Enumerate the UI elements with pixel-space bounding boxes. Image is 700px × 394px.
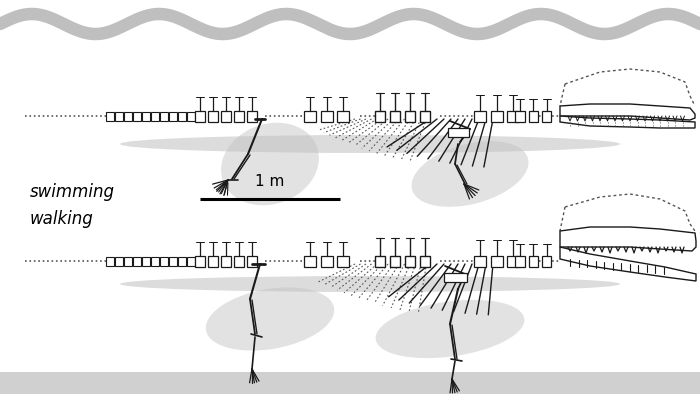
Polygon shape <box>560 104 695 120</box>
Ellipse shape <box>120 135 620 153</box>
FancyBboxPatch shape <box>515 110 525 121</box>
FancyBboxPatch shape <box>106 256 113 266</box>
FancyBboxPatch shape <box>178 256 186 266</box>
FancyBboxPatch shape <box>491 255 503 266</box>
FancyBboxPatch shape <box>195 110 204 121</box>
FancyBboxPatch shape <box>221 110 231 121</box>
FancyBboxPatch shape <box>528 110 538 121</box>
Text: walking: walking <box>30 210 94 228</box>
FancyBboxPatch shape <box>374 255 386 266</box>
FancyBboxPatch shape <box>515 255 525 266</box>
FancyBboxPatch shape <box>447 128 468 136</box>
FancyBboxPatch shape <box>106 112 113 121</box>
Ellipse shape <box>206 287 334 351</box>
FancyBboxPatch shape <box>125 256 132 266</box>
FancyBboxPatch shape <box>195 255 204 266</box>
FancyBboxPatch shape <box>337 110 349 121</box>
FancyBboxPatch shape <box>133 256 141 266</box>
FancyBboxPatch shape <box>337 255 349 266</box>
FancyBboxPatch shape <box>142 112 150 121</box>
FancyBboxPatch shape <box>160 256 168 266</box>
FancyBboxPatch shape <box>169 256 176 266</box>
FancyBboxPatch shape <box>444 273 466 281</box>
FancyBboxPatch shape <box>151 112 159 121</box>
FancyBboxPatch shape <box>151 256 159 266</box>
FancyBboxPatch shape <box>542 110 552 121</box>
FancyBboxPatch shape <box>405 255 415 266</box>
FancyBboxPatch shape <box>508 110 519 121</box>
Text: swimming: swimming <box>30 183 115 201</box>
FancyBboxPatch shape <box>304 110 316 121</box>
FancyBboxPatch shape <box>474 110 486 121</box>
FancyBboxPatch shape <box>419 255 430 266</box>
FancyBboxPatch shape <box>221 255 231 266</box>
FancyBboxPatch shape <box>169 112 176 121</box>
FancyBboxPatch shape <box>116 112 122 121</box>
FancyBboxPatch shape <box>247 110 257 121</box>
FancyBboxPatch shape <box>133 112 141 121</box>
FancyBboxPatch shape <box>116 256 122 266</box>
FancyBboxPatch shape <box>234 110 244 121</box>
FancyBboxPatch shape <box>491 110 503 121</box>
FancyBboxPatch shape <box>142 256 150 266</box>
FancyBboxPatch shape <box>160 112 168 121</box>
FancyBboxPatch shape <box>209 255 218 266</box>
Ellipse shape <box>376 300 524 358</box>
FancyBboxPatch shape <box>209 110 218 121</box>
Ellipse shape <box>221 123 319 205</box>
FancyBboxPatch shape <box>374 110 386 121</box>
FancyBboxPatch shape <box>528 255 538 266</box>
Polygon shape <box>560 247 696 281</box>
FancyBboxPatch shape <box>419 110 430 121</box>
FancyBboxPatch shape <box>188 256 195 266</box>
Polygon shape <box>560 227 696 251</box>
Bar <box>0 372 700 394</box>
FancyBboxPatch shape <box>321 255 332 266</box>
FancyBboxPatch shape <box>125 112 132 121</box>
Ellipse shape <box>120 276 620 292</box>
FancyBboxPatch shape <box>508 255 519 266</box>
FancyBboxPatch shape <box>390 255 400 266</box>
Polygon shape <box>560 116 695 128</box>
FancyBboxPatch shape <box>247 255 257 266</box>
FancyBboxPatch shape <box>234 255 244 266</box>
FancyBboxPatch shape <box>390 110 400 121</box>
FancyBboxPatch shape <box>304 255 316 266</box>
FancyBboxPatch shape <box>178 112 186 121</box>
FancyBboxPatch shape <box>405 110 415 121</box>
FancyBboxPatch shape <box>542 255 552 266</box>
Ellipse shape <box>412 141 528 207</box>
Text: 1 m: 1 m <box>256 174 285 189</box>
FancyBboxPatch shape <box>474 255 486 266</box>
FancyBboxPatch shape <box>321 110 332 121</box>
FancyBboxPatch shape <box>188 112 195 121</box>
